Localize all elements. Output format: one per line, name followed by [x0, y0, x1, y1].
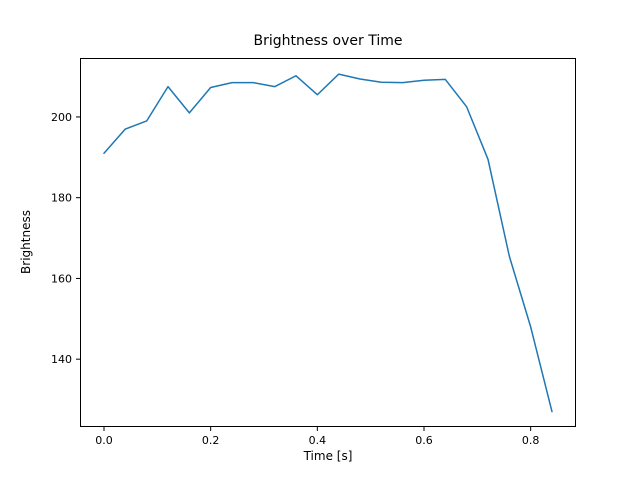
- plot-area: 0.0 0.2 0.4 0.6 0.8 140 160 180 200: [51, 58, 576, 447]
- x-tick-label: 0.8: [522, 434, 540, 447]
- brightness-line: [103, 73, 553, 413]
- x-tick-label: 0.6: [415, 434, 433, 447]
- y-tick-label: 200: [51, 111, 72, 124]
- y-axis-label-text: Brightness: [19, 210, 33, 274]
- x-axis-label: Time [s]: [303, 449, 353, 463]
- plot-border: [80, 58, 576, 427]
- y-tick-label: 140: [51, 353, 72, 366]
- y-tick-label: 180: [51, 192, 72, 205]
- x-tick-label: 0.2: [202, 434, 220, 447]
- y-tick-label: 160: [51, 272, 72, 285]
- axis-ticks: 0.0 0.2 0.4 0.6 0.8 140 160 180 200: [51, 111, 539, 447]
- chart-title: Brightness over Time: [253, 33, 403, 49]
- x-tick-label: 0.0: [95, 434, 113, 447]
- line-series: [103, 73, 553, 413]
- x-tick-label: 0.4: [309, 434, 327, 447]
